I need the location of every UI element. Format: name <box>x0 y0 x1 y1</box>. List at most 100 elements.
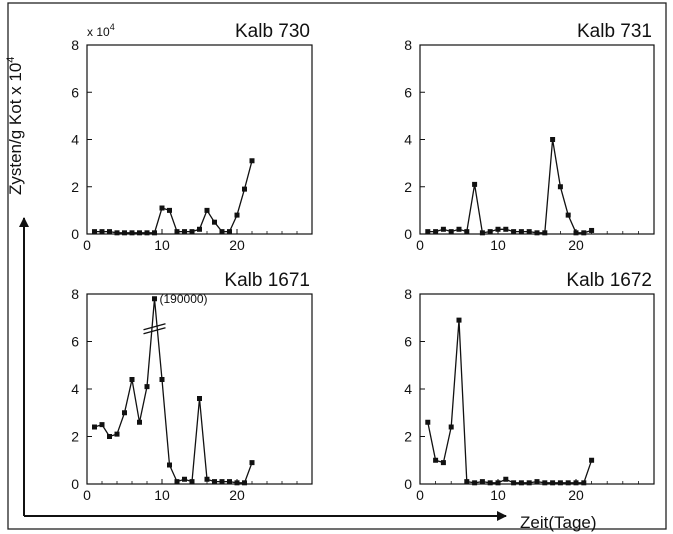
data-point <box>197 396 202 401</box>
x-tick-label: 20 <box>568 487 584 503</box>
data-point <box>440 460 446 466</box>
data-point <box>440 226 446 232</box>
data-point <box>479 479 485 485</box>
data-point <box>122 410 127 416</box>
panel-3: Kalb 1671 0 2 4 6 8 0 10 20 (190000) <box>71 270 313 503</box>
y-axis-label: Zysten/g Kot x 104 <box>5 57 25 195</box>
data-point <box>565 480 571 486</box>
y-tick-label: 8 <box>404 37 412 53</box>
plot-frame <box>419 44 655 235</box>
x-tick-label: 10 <box>154 487 170 503</box>
data-point <box>249 158 255 164</box>
data-point <box>107 229 112 235</box>
y-tick-label: 6 <box>404 84 412 100</box>
data-point <box>212 219 217 225</box>
data-point <box>189 229 195 235</box>
data-point <box>464 479 470 485</box>
series-line <box>94 160 253 234</box>
data-point <box>152 296 157 302</box>
y-tick-label: 8 <box>71 37 79 53</box>
axis-break-mark <box>143 327 166 335</box>
data-point <box>589 457 595 463</box>
data-point <box>92 229 97 235</box>
data-point <box>167 207 172 213</box>
x-tick-label: 0 <box>83 237 91 253</box>
data-point <box>242 480 247 486</box>
data-point <box>472 480 478 486</box>
data-point <box>487 229 493 235</box>
x-tick-label: 0 <box>83 487 91 503</box>
multiplier-label: x 104 <box>87 22 115 39</box>
panel-title: Kalb 730 <box>235 21 310 42</box>
data-point <box>129 377 135 382</box>
data-point <box>534 479 540 485</box>
axis-break-mark <box>143 323 166 331</box>
series-line <box>94 298 253 484</box>
y-tick-label: 4 <box>71 381 79 397</box>
data-point <box>495 480 501 486</box>
data-point <box>479 230 485 236</box>
data-point <box>137 419 142 425</box>
data-point <box>212 479 217 485</box>
panel-1: Kalb 730 0 2 4 6 8 0 10 20 <box>71 21 313 253</box>
data-point <box>159 205 165 211</box>
data-point <box>511 480 517 486</box>
y-axis-label-exponent: 4 <box>5 57 17 63</box>
data-point <box>137 230 142 236</box>
y-axis-label-text: Zysten/g Kot x 10 <box>6 63 25 195</box>
plot-frame <box>419 293 655 485</box>
data-point <box>550 480 556 486</box>
data-point <box>589 227 595 233</box>
data-point <box>174 479 180 485</box>
data-point <box>550 137 556 142</box>
data-point <box>503 226 509 232</box>
data-point <box>219 479 225 485</box>
y-tick-label: 8 <box>71 286 79 302</box>
data-point <box>114 431 120 437</box>
y-tick-label: 2 <box>71 179 79 195</box>
data-point <box>234 480 240 486</box>
y-tick-label: 6 <box>404 334 412 350</box>
panel-title: Kalb 731 <box>577 21 652 42</box>
x-tick-label: 10 <box>490 487 506 503</box>
data-point <box>242 186 247 192</box>
data-point <box>464 229 470 235</box>
data-point <box>99 229 105 235</box>
data-point <box>526 480 532 486</box>
data-point <box>182 229 187 235</box>
y-tick-label: 6 <box>71 84 79 100</box>
x-axis-label: Zeit(Tage) <box>520 513 597 532</box>
data-point <box>227 479 232 485</box>
data-point <box>189 479 195 485</box>
data-point <box>542 230 548 236</box>
data-point <box>122 230 127 236</box>
data-point <box>182 476 187 482</box>
data-point <box>565 212 571 218</box>
y-tick-label: 0 <box>404 226 412 242</box>
data-point <box>129 230 135 236</box>
data-point <box>234 212 240 218</box>
data-point <box>114 230 120 236</box>
panel-title: Kalb 1671 <box>224 270 310 291</box>
series-line <box>427 320 593 484</box>
data-point <box>197 226 202 232</box>
data-point <box>92 424 97 430</box>
data-point <box>448 424 454 430</box>
data-point <box>249 460 255 466</box>
data-point <box>425 229 431 235</box>
y-tick-label: 4 <box>71 132 79 148</box>
data-point <box>204 476 210 482</box>
y-tick-label: 0 <box>71 226 79 242</box>
data-point <box>204 207 210 213</box>
y-tick-label: 8 <box>404 286 412 302</box>
data-point <box>503 476 509 482</box>
y-tick-label: 2 <box>404 429 412 445</box>
y-tick-label: 0 <box>404 476 412 492</box>
data-point <box>518 480 524 486</box>
y-tick-label: 2 <box>71 429 79 445</box>
data-point <box>495 226 501 232</box>
data-point <box>107 434 112 439</box>
data-point <box>518 229 524 235</box>
data-point <box>573 230 579 236</box>
data-point <box>581 230 587 236</box>
